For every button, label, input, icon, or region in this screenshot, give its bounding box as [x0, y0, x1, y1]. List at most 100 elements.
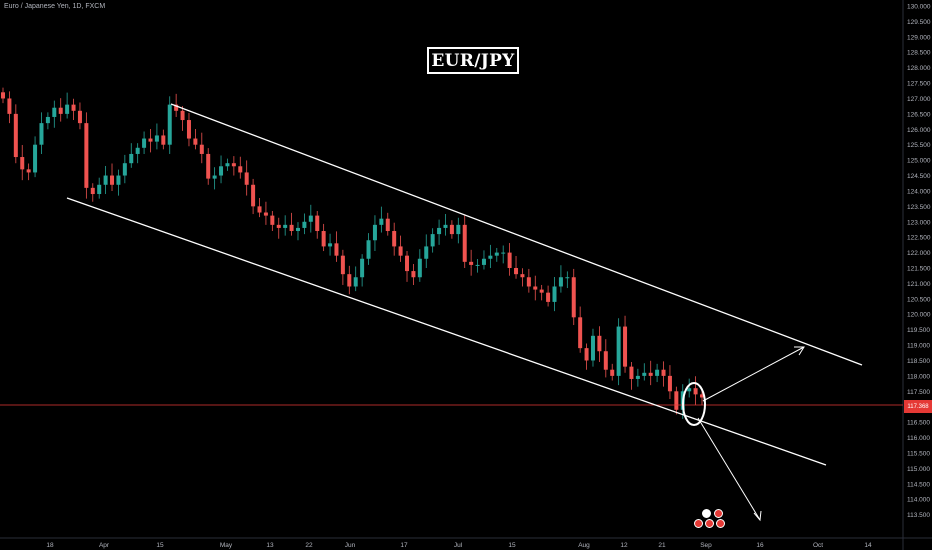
candle-body — [353, 277, 358, 287]
y-tick-label: 120.000 — [907, 312, 931, 319]
candle-body — [379, 218, 384, 225]
candle-body — [552, 286, 557, 302]
x-tick-label: Apr — [99, 542, 110, 549]
x-tick-label: 15 — [508, 542, 516, 549]
y-tick-label: 119.000 — [907, 343, 930, 350]
candle-body — [238, 166, 243, 173]
candle-body — [597, 335, 602, 352]
y-tick-label: 128.500 — [907, 50, 931, 57]
candle-body — [635, 375, 640, 379]
x-tick-label: 12 — [620, 542, 628, 549]
candle-body — [283, 224, 288, 228]
candle-body — [520, 274, 525, 278]
candle-body — [225, 163, 230, 167]
candle-body — [360, 258, 365, 278]
y-tick-label: 120.500 — [907, 296, 931, 303]
y-tick-label: 116.500 — [907, 420, 930, 427]
y-tick-label: 121.500 — [907, 266, 931, 273]
time-axis[interactable]: 18 Apr 15 May 13 22 Jun 17 Jul 15 Aug 12 21 Sep 16 Oct 1… — [46, 542, 872, 549]
candle-body — [340, 255, 345, 275]
y-tick-label: 117.500 — [907, 389, 930, 396]
candle-body — [392, 231, 397, 247]
y-tick-label: 123.500 — [907, 204, 931, 211]
candle-body — [405, 255, 410, 272]
y-tick-label: 124.000 — [907, 188, 931, 195]
price-axis[interactable]: 130.000 129.500 129.000 128.500 128.000 127.5… — [907, 4, 931, 520]
y-tick-label: 129.000 — [907, 34, 931, 41]
candle-body — [481, 258, 486, 265]
candle-body — [39, 123, 44, 145]
candle-body — [385, 218, 390, 232]
candle-body — [97, 184, 102, 195]
candle-body — [610, 369, 615, 376]
candle-body — [142, 138, 147, 148]
candle-body — [270, 215, 275, 225]
event-icon — [716, 519, 725, 528]
candle-body — [507, 252, 512, 268]
x-tick-label: 21 — [658, 542, 666, 549]
y-tick-label: 125.000 — [907, 158, 931, 165]
highlight-circle — [682, 382, 706, 426]
y-tick-label: 129.500 — [907, 19, 931, 26]
candle-body — [578, 317, 583, 349]
y-tick-label: 122.500 — [907, 235, 931, 242]
event-icons[interactable] — [692, 509, 726, 531]
y-tick-label: 114.000 — [907, 497, 930, 504]
candle-body — [206, 153, 211, 179]
candle-body — [186, 120, 191, 139]
candle-body — [533, 286, 538, 290]
candle-body — [398, 246, 403, 256]
candle-body — [616, 326, 621, 376]
candle-body — [308, 215, 313, 222]
candle-body — [526, 277, 531, 287]
y-tick-label: 122.000 — [907, 250, 931, 257]
candle-body — [302, 221, 307, 228]
candle-body — [257, 206, 262, 213]
y-tick-label: 127.500 — [907, 81, 931, 88]
bearish-arrow-head — [753, 510, 762, 522]
candle-body — [219, 166, 224, 176]
candle-body — [45, 116, 50, 124]
candle-body — [58, 107, 63, 114]
candle-body — [372, 224, 377, 241]
candle-body — [674, 391, 679, 410]
candle-body — [77, 110, 82, 124]
candle-body — [443, 224, 448, 228]
candle-body — [437, 227, 442, 235]
y-tick-label: 115.000 — [907, 466, 930, 473]
x-tick-label: 16 — [756, 542, 764, 549]
candle-body — [590, 335, 595, 361]
candle-body — [565, 277, 570, 279]
event-icon — [694, 519, 703, 528]
candle-body — [129, 153, 134, 164]
candle-body — [295, 227, 300, 232]
candle-body — [629, 366, 634, 379]
candle-body — [430, 234, 435, 247]
candle-body — [539, 289, 544, 293]
candle-body — [661, 369, 666, 376]
y-tick-label: 125.500 — [907, 142, 931, 149]
x-tick-label: 13 — [266, 542, 274, 549]
candle-body — [65, 104, 70, 114]
candle-body — [231, 163, 236, 167]
candle-body — [276, 224, 281, 228]
y-tick-label: 115.500 — [907, 450, 930, 457]
event-icon — [705, 519, 714, 528]
candle-body — [84, 123, 89, 188]
candle-body — [193, 138, 198, 145]
candle-body — [154, 135, 159, 142]
candle-body — [315, 215, 320, 232]
candle-body — [321, 231, 326, 247]
y-tick-label: 130.000 — [907, 4, 931, 11]
candle-body — [161, 135, 166, 145]
candle-body — [174, 104, 179, 111]
candle-body — [411, 271, 416, 278]
candle-body — [52, 107, 57, 117]
channel-drawing[interactable] — [66, 103, 863, 522]
y-tick-label: 121.000 — [907, 281, 931, 288]
candle-body — [424, 246, 429, 259]
x-tick-label: Jun — [345, 542, 356, 549]
candle-body — [648, 372, 653, 376]
bearish-arrow-line — [697, 417, 761, 521]
